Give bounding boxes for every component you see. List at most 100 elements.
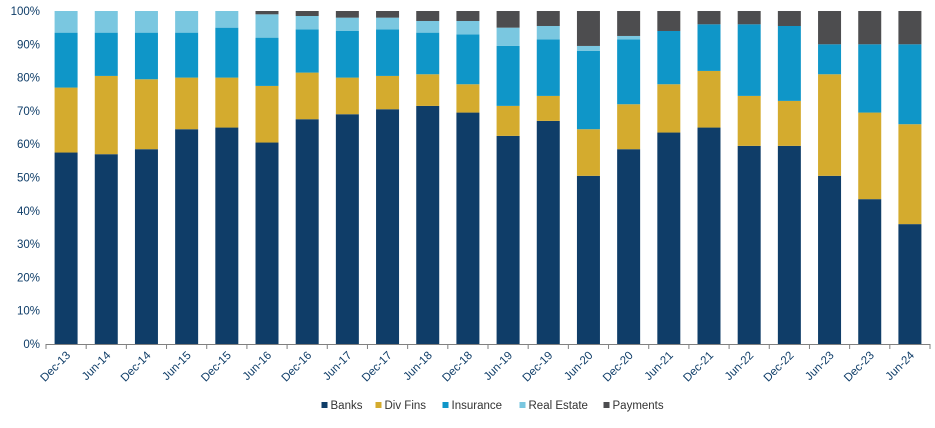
x-tick-label-dec-21: Dec-21 xyxy=(681,350,716,385)
x-tick-label-jun-24: Jun-24 xyxy=(884,349,918,383)
bar-segment-div-fins-jun-21 xyxy=(657,84,681,133)
bar-segment-banks-jun-23 xyxy=(818,175,842,344)
legend-swatch xyxy=(442,402,449,408)
bar-segment-insurance-dec-13 xyxy=(54,32,78,88)
bar-segment-banks-dec-20 xyxy=(617,149,641,344)
bar-segment-banks-dec-23 xyxy=(858,199,882,344)
bar-segment-payments-dec-16 xyxy=(295,11,319,16)
bar-segment-payments-jun-23 xyxy=(818,11,842,45)
legend-item-banks: Banks xyxy=(321,400,363,412)
x-tick-label-dec-17: Dec-17 xyxy=(360,350,395,385)
bar-segment-payments-dec-21 xyxy=(697,11,721,25)
bar-segment-div-fins-jun-16 xyxy=(255,85,279,143)
x-tick-label-dec-16: Dec-16 xyxy=(280,350,315,385)
legend-label: Payments xyxy=(613,400,664,412)
x-tick-label-jun-16: Jun-16 xyxy=(241,350,274,383)
y-axis: 0% 10% 20% 30% 40% 50% 60% 70% 80% 90% 100% xyxy=(11,6,40,351)
bar-segment-real-estate-dec-17 xyxy=(376,17,400,30)
bar-segment-insurance-jun-19 xyxy=(496,45,520,106)
bar-segment-banks-jun-17 xyxy=(335,114,359,344)
bar-segment-banks-jun-21 xyxy=(657,132,681,344)
bar-segment-insurance-jun-15 xyxy=(175,32,199,78)
y-tick-label-60pct: 60% xyxy=(17,139,40,151)
x-tick-label-dec-18: Dec-18 xyxy=(440,350,475,385)
bar-segment-banks-dec-18 xyxy=(456,112,480,344)
legend-swatch xyxy=(603,402,610,408)
bar-segment-insurance-dec-22 xyxy=(777,25,801,101)
bar-segment-payments-dec-19 xyxy=(536,11,560,26)
x-tick-label-dec-15: Dec-15 xyxy=(199,350,234,385)
bar-segment-div-fins-jun-23 xyxy=(818,74,842,176)
bar-segment-div-fins-jun-24 xyxy=(898,124,922,225)
bar-segment-insurance-jun-22 xyxy=(737,24,761,96)
bar-segment-banks-dec-21 xyxy=(697,127,721,344)
x-tick-label-dec-14: Dec-14 xyxy=(119,349,154,384)
bar-segment-banks-jun-24 xyxy=(898,224,922,344)
bar-segment-payments-jun-22 xyxy=(737,11,761,25)
bar-segment-insurance-dec-17 xyxy=(376,29,400,76)
bar-segment-insurance-jun-16 xyxy=(255,37,279,86)
x-axis-labels: Dec-13 Jun-14 Dec-14 Jun-15 Dec-15 Jun-16 Dec-… xyxy=(39,349,918,384)
bar-segment-real-estate-dec-16 xyxy=(295,16,319,30)
bar-segment-insurance-dec-14 xyxy=(134,32,158,80)
bar-segment-real-estate-jun-17 xyxy=(335,17,359,31)
bar-segment-real-estate-jun-18 xyxy=(416,20,440,33)
bar-segment-banks-jun-14 xyxy=(94,154,118,344)
bar-segment-insurance-dec-21 xyxy=(697,24,721,71)
y-tick-label-90pct: 90% xyxy=(17,39,40,51)
bar-segment-payments-dec-23 xyxy=(858,11,882,45)
bar-segment-insurance-jun-20 xyxy=(576,50,600,130)
legend-label: Banks xyxy=(331,400,363,412)
bar-segment-insurance-dec-23 xyxy=(858,44,882,113)
bar-segment-payments-jun-16 xyxy=(255,11,279,15)
bar-segment-payments-jun-24 xyxy=(898,11,922,45)
bar-segment-div-fins-jun-22 xyxy=(737,95,761,146)
bar-segment-banks-jun-15 xyxy=(175,129,199,344)
x-tick-label-jun-19: Jun-19 xyxy=(482,350,515,383)
bar-segment-banks-dec-17 xyxy=(376,109,400,345)
bar-segment-real-estate-jun-16 xyxy=(255,14,279,38)
bar-segment-insurance-dec-19 xyxy=(536,39,560,96)
x-axis xyxy=(45,344,931,349)
y-tick-label-40pct: 40% xyxy=(17,206,40,218)
legend-item-real-estate: Real Estate xyxy=(519,400,588,412)
bar-segment-insurance-jun-17 xyxy=(335,30,359,78)
bar-segment-payments-jun-19 xyxy=(496,11,520,28)
x-tick-label-dec-19: Dec-19 xyxy=(521,350,556,385)
bar-segment-real-estate-jun-20 xyxy=(576,45,600,51)
bar-segment-banks-dec-22 xyxy=(777,145,801,344)
x-tick-label-jun-14: Jun-14 xyxy=(80,349,114,383)
bar-segment-payments-jun-21 xyxy=(657,11,681,31)
legend-swatch xyxy=(321,402,328,408)
bar-segment-real-estate-dec-20 xyxy=(617,35,641,40)
bar-segment-banks-dec-16 xyxy=(295,119,319,344)
bar-segment-insurance-dec-15 xyxy=(215,27,239,78)
legend-label: Real Estate xyxy=(529,400,588,412)
bar-segment-div-fins-dec-16 xyxy=(295,72,319,120)
bar-segment-div-fins-dec-22 xyxy=(777,100,801,146)
bar-segment-div-fins-dec-15 xyxy=(215,77,239,128)
x-tick-label-dec-23: Dec-23 xyxy=(842,350,877,385)
x-tick-label-jun-18: Jun-18 xyxy=(401,350,434,383)
bar-segment-div-fins-dec-21 xyxy=(697,70,721,128)
bar-segment-insurance-dec-16 xyxy=(295,29,319,73)
bar-segment-banks-dec-19 xyxy=(536,120,560,344)
y-tick-label-70pct: 70% xyxy=(17,106,40,118)
legend: Banks Div Fins Insurance Real Estate Payment… xyxy=(321,400,664,412)
bar-segment-banks-jun-19 xyxy=(496,135,520,345)
x-tick-label-jun-22: Jun-22 xyxy=(723,350,756,383)
bar-segment-real-estate-dec-19 xyxy=(536,25,560,40)
y-tick-label-10pct: 10% xyxy=(17,306,40,318)
bar-segment-banks-jun-20 xyxy=(576,175,600,344)
bar-segment-div-fins-dec-19 xyxy=(536,95,560,121)
bar-segment-div-fins-dec-14 xyxy=(134,79,158,150)
x-tick-label-dec-13: Dec-13 xyxy=(39,350,74,385)
bar-segment-real-estate-jun-19 xyxy=(496,27,520,46)
legend-label: Insurance xyxy=(452,400,503,412)
bar-segment-payments-dec-18 xyxy=(456,11,480,21)
y-tick-label-30pct: 30% xyxy=(17,239,40,251)
legend-swatch xyxy=(375,402,382,408)
bar-segment-div-fins-jun-19 xyxy=(496,105,520,136)
